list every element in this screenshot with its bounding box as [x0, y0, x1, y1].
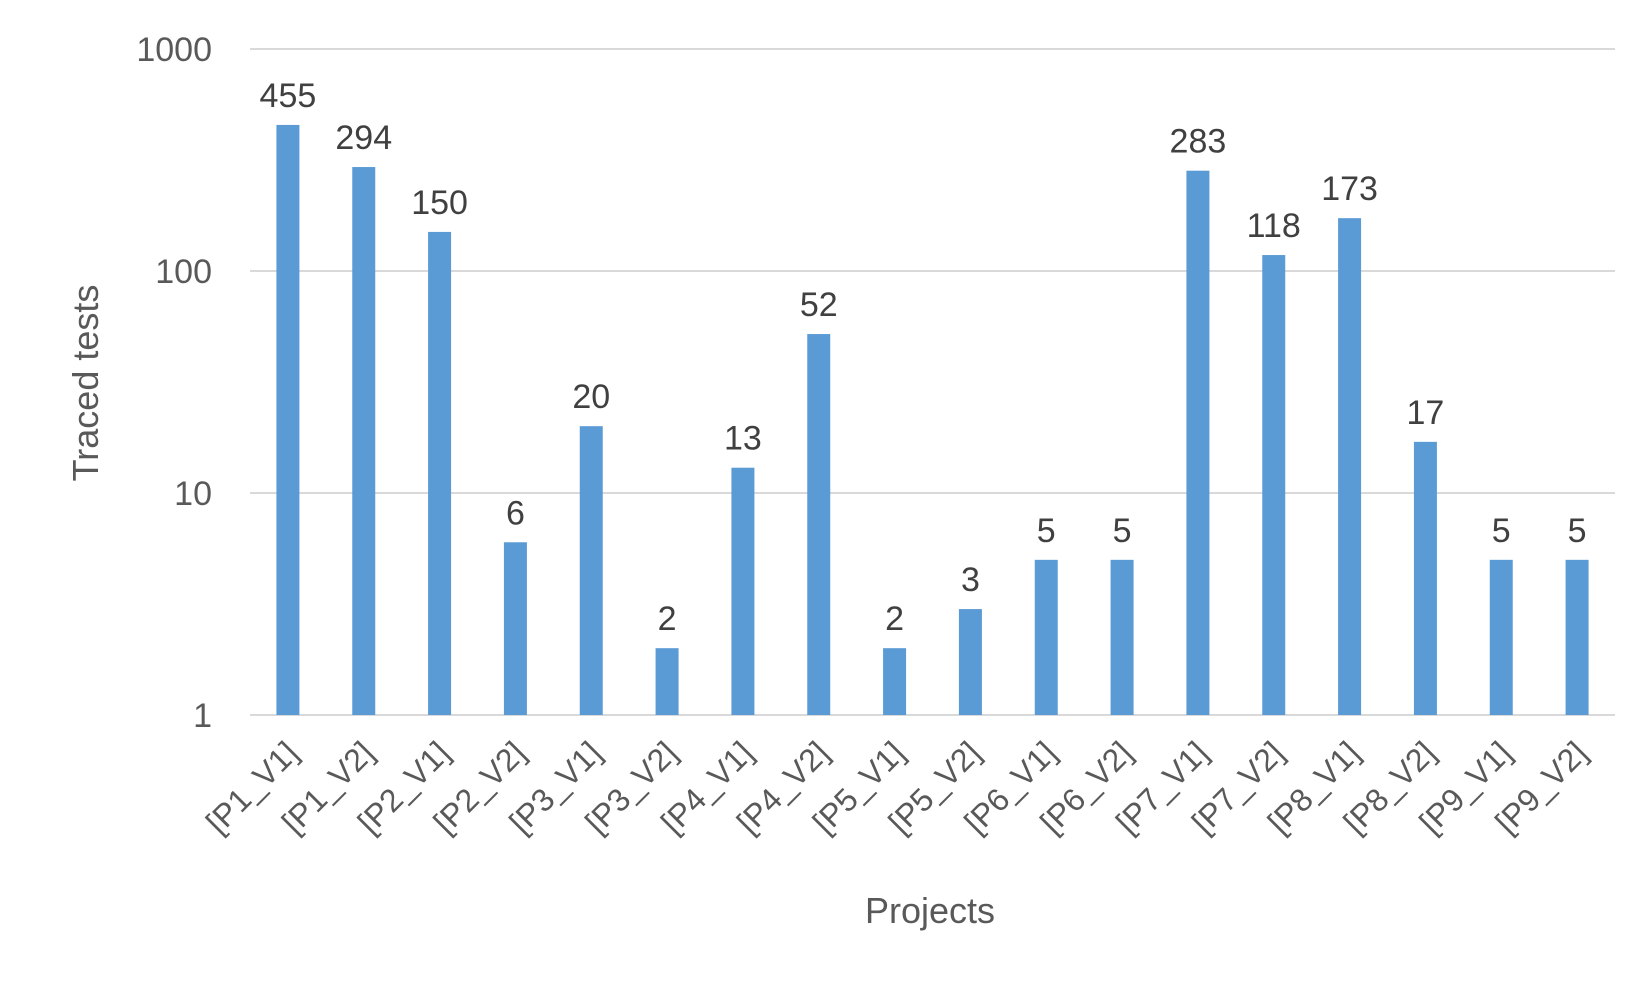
y-tick-label: 1	[193, 697, 212, 735]
y-tick-label: 1000	[136, 31, 212, 69]
bar	[883, 648, 907, 715]
data-label: 150	[411, 184, 468, 222]
x-axis-title: Projects	[865, 890, 995, 931]
bar	[1413, 441, 1437, 715]
bar	[1034, 559, 1058, 715]
bar	[807, 334, 831, 715]
data-label: 2	[885, 600, 904, 638]
y-tick-label: 100	[155, 253, 212, 291]
x-tick-labels: [P1_V1][P1_V2][P2_V1][P2_V2][P3_V1][P3_V…	[199, 734, 1594, 840]
data-label: 6	[506, 494, 525, 532]
data-label: 13	[724, 420, 762, 458]
bar	[428, 231, 452, 715]
bar	[731, 467, 755, 715]
data-label: 294	[335, 119, 392, 157]
data-label: 5	[1037, 512, 1056, 550]
y-tick-label: 10	[174, 475, 212, 513]
data-label: 455	[260, 77, 317, 115]
grid-lines	[250, 48, 1615, 716]
bar	[276, 124, 300, 716]
data-label: 5	[1113, 512, 1132, 550]
data-label: 283	[1170, 123, 1227, 161]
data-label: 2	[658, 600, 677, 638]
y-tick-labels: 1 10 100 1000	[136, 31, 212, 735]
y-axis-title: Traced tests	[65, 285, 106, 482]
bar	[1338, 218, 1362, 716]
data-label: 20	[572, 378, 610, 416]
data-label: 17	[1407, 394, 1445, 432]
bar	[1110, 559, 1134, 715]
bar	[958, 609, 982, 715]
data-labels: 455 294 150 6 20 2 13 52 2 3 5 5 283 118 173 17 5 5	[260, 77, 1587, 638]
bar	[1565, 559, 1589, 715]
bar	[1489, 559, 1513, 715]
bar	[1186, 170, 1210, 715]
bar	[579, 426, 603, 715]
bar	[503, 542, 527, 715]
data-label: 118	[1247, 207, 1301, 245]
data-label: 173	[1321, 170, 1378, 208]
data-label: 52	[800, 286, 838, 324]
bar	[352, 167, 376, 716]
bars	[276, 124, 1589, 716]
bar	[655, 648, 679, 715]
data-label: 5	[1492, 512, 1511, 550]
bar	[1262, 255, 1286, 716]
data-label: 3	[961, 561, 980, 599]
data-label: 5	[1568, 512, 1587, 550]
